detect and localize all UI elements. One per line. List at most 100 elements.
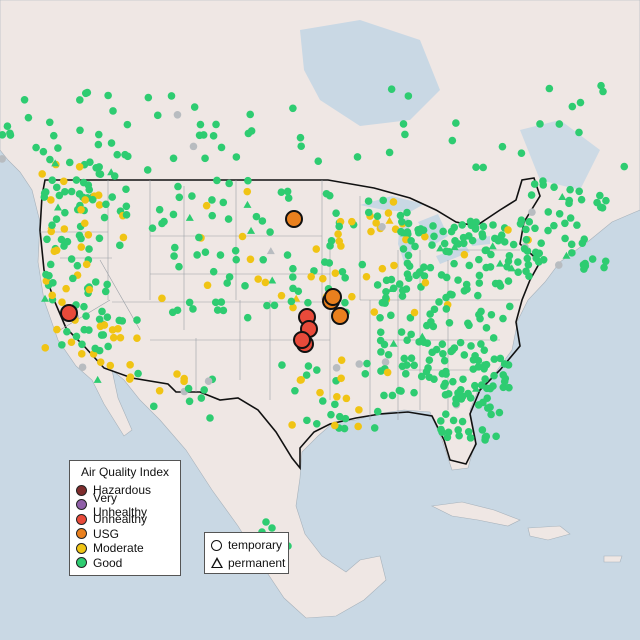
- good-monitor-marker: [478, 426, 487, 434]
- good-monitor-marker: [477, 340, 485, 348]
- good-monitor-marker: [487, 410, 495, 419]
- permanent-monitor-marker: [400, 229, 409, 237]
- no-data-monitor-marker: [78, 363, 87, 372]
- good-monitor-marker: [480, 346, 489, 354]
- good-monitor-marker: [373, 407, 382, 416]
- good-monitor-marker: [481, 436, 489, 444]
- usg-monitor-marker: [285, 210, 303, 228]
- good-monitor-marker: [232, 255, 241, 264]
- good-monitor-marker: [95, 315, 104, 324]
- good-monitor-marker: [516, 219, 525, 228]
- good-monitor-marker: [430, 305, 439, 314]
- good-monitor-marker: [403, 336, 411, 344]
- good-monitor-marker: [20, 95, 29, 104]
- permanent-monitor-marker: [268, 276, 277, 284]
- land-puerto-rico: [603, 555, 623, 563]
- good-monitor-marker: [472, 218, 480, 226]
- good-monitor-marker: [75, 190, 84, 198]
- moderate-monitor-marker: [126, 361, 134, 369]
- good-monitor-marker: [39, 147, 48, 156]
- good-monitor-marker: [196, 120, 205, 129]
- good-monitor-marker: [436, 417, 445, 425]
- permanent-monitor-marker: [247, 226, 256, 234]
- legend-item-very-unhealthy: Very Unhealthy: [76, 491, 174, 519]
- good-monitor-marker: [134, 369, 142, 378]
- good-monitor-marker: [232, 153, 241, 161]
- good-monitor-marker: [444, 390, 453, 398]
- good-monitor-marker: [456, 338, 465, 347]
- moderate-monitor-marker: [289, 303, 297, 312]
- good-monitor-marker: [398, 292, 407, 300]
- good-monitor-marker: [487, 310, 496, 319]
- permanent-monitor-marker: [472, 384, 481, 392]
- good-monitor-marker: [332, 209, 340, 217]
- good-monitor-marker: [45, 271, 53, 280]
- temporary-label: temporary: [227, 538, 282, 553]
- good-monitor-marker: [58, 341, 66, 349]
- good-monitor-marker: [598, 204, 607, 212]
- moderate-monitor-marker: [202, 201, 211, 210]
- good-monitor-marker: [32, 143, 40, 152]
- good-monitor-marker: [496, 282, 505, 290]
- good-monitor-marker: [600, 263, 608, 272]
- good-monitor-marker: [160, 217, 168, 226]
- good-monitor-marker: [620, 162, 629, 171]
- moderate-monitor-marker: [277, 291, 286, 300]
- gulf-st-lawrence: [520, 120, 600, 190]
- good-monitor-marker: [454, 276, 462, 284]
- good-monitor-marker: [395, 280, 404, 288]
- moderate-monitor-marker: [60, 225, 69, 233]
- good-monitor-marker: [297, 142, 306, 151]
- good-monitor-marker: [460, 351, 469, 359]
- good-monitor-marker: [475, 255, 483, 264]
- moderate-monitor-marker: [155, 386, 164, 395]
- good-monitor-marker: [407, 236, 415, 245]
- good-monitor-marker: [402, 285, 411, 293]
- good-monitor-marker: [283, 187, 292, 196]
- good-monitor-marker: [438, 340, 447, 349]
- good-monitor-marker: [475, 310, 483, 319]
- moderate-monitor-marker: [337, 374, 345, 383]
- good-monitor-marker: [123, 120, 132, 129]
- good-monitor-marker: [246, 110, 254, 119]
- good-monitor-marker: [475, 271, 484, 280]
- good-monitor-marker: [77, 234, 85, 243]
- good-monitor-marker: [492, 432, 500, 441]
- no-data-monitor-marker: [189, 142, 198, 151]
- good-monitor-marker: [422, 321, 431, 330]
- good-monitor-marker: [289, 104, 297, 113]
- good-monitor-marker: [499, 314, 507, 323]
- good-monitor-marker: [223, 279, 232, 287]
- good-monitor-marker: [441, 410, 450, 418]
- good-monitor-marker: [501, 374, 510, 383]
- good-monitor-marker: [469, 365, 478, 373]
- good-monitor-marker: [72, 176, 81, 184]
- good-monitor-marker: [364, 208, 373, 217]
- good-monitor-marker: [216, 251, 225, 259]
- good-monitor-marker: [54, 144, 62, 152]
- good-monitor-marker: [505, 383, 513, 392]
- moderate-monitor-marker: [38, 170, 46, 178]
- good-monitor-marker: [420, 263, 428, 272]
- good-monitor-marker: [435, 298, 443, 306]
- good-monitor-marker: [217, 298, 226, 306]
- moderate-monitor-marker: [243, 187, 252, 196]
- good-monitor-marker: [566, 214, 575, 222]
- good-monitor-marker: [170, 252, 178, 260]
- good-monitor-marker: [525, 272, 533, 280]
- good-monitor-marker: [263, 301, 271, 310]
- moderate-monitor-marker: [312, 245, 321, 253]
- good-monitor-marker: [373, 212, 382, 220]
- good-monitor-marker: [184, 384, 193, 393]
- permanent-monitor-marker: [243, 200, 252, 208]
- good-monitor-marker: [193, 251, 201, 259]
- good-monitor-marker: [199, 131, 208, 139]
- moderate-monitor-marker: [362, 272, 371, 281]
- good-monitor-marker: [464, 427, 473, 436]
- moderate-monitor-marker: [238, 232, 247, 241]
- good-monitor-marker: [456, 386, 465, 394]
- lake-erie: [436, 246, 470, 264]
- moderate-monitor-marker: [116, 333, 125, 342]
- good-monitor-marker: [398, 362, 407, 370]
- good-monitor-marker: [201, 248, 210, 256]
